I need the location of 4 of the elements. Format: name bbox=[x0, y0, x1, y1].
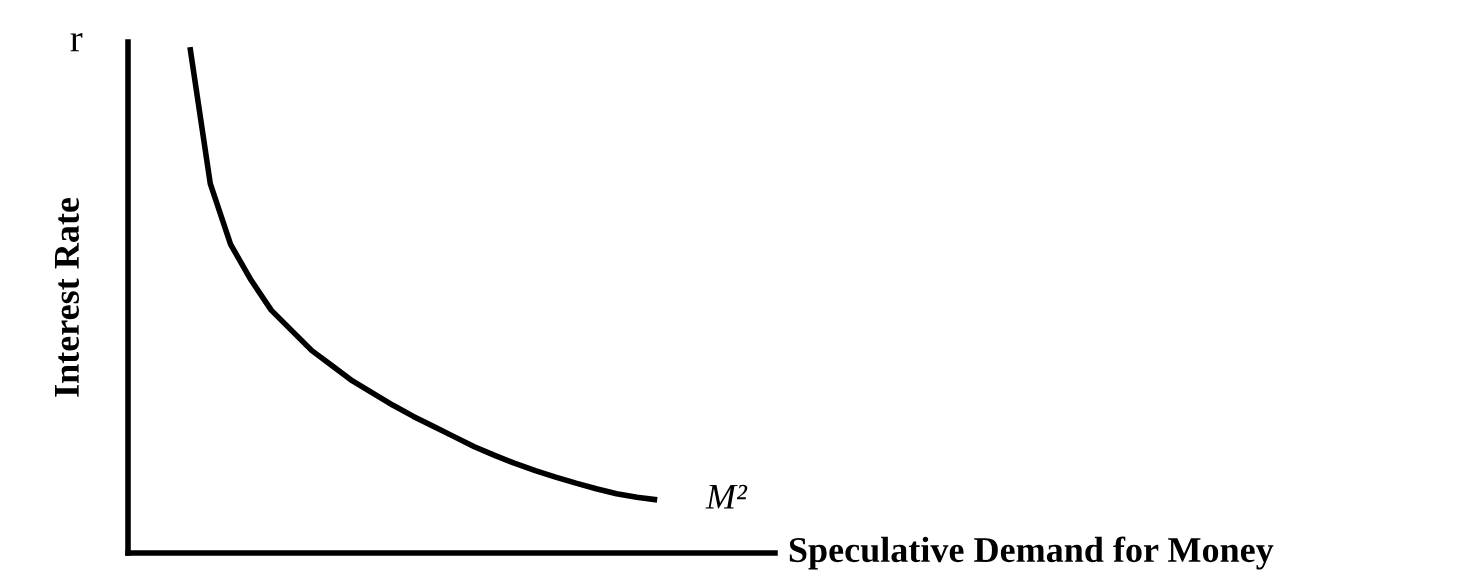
x-axis-title: Speculative Demand for Money bbox=[789, 536, 1274, 570]
series-label: M² bbox=[705, 484, 748, 509]
y-axis-title: Interest Rate bbox=[55, 197, 79, 397]
text: r bbox=[70, 33, 83, 52]
